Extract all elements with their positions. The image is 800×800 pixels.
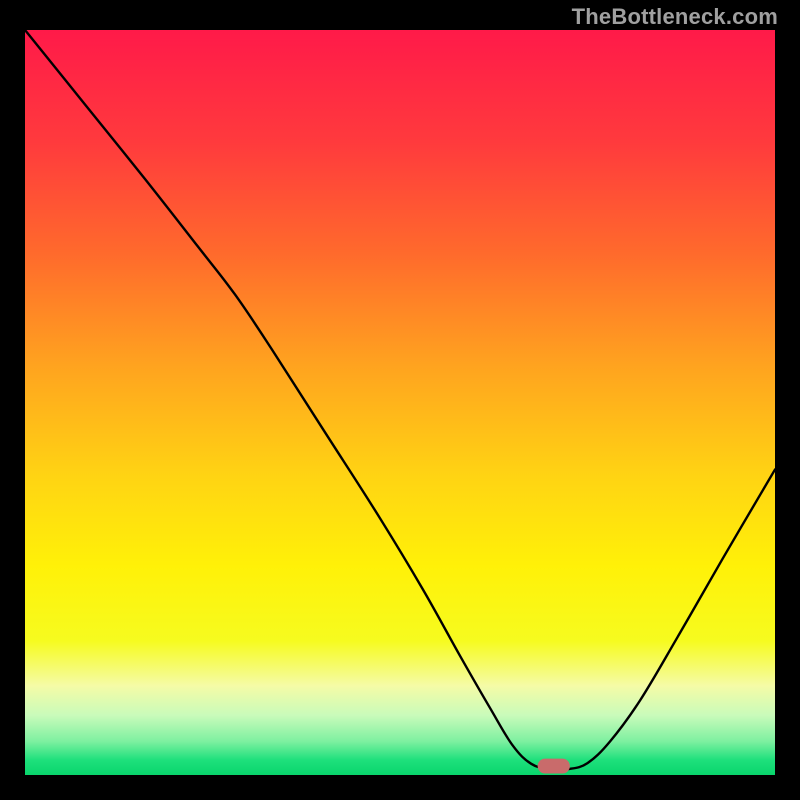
optimal-marker <box>538 759 570 774</box>
chart-frame: TheBottleneck.com <box>0 0 800 800</box>
bottleneck-curve <box>25 30 775 770</box>
curve-layer <box>25 30 775 775</box>
plot-area <box>25 30 775 775</box>
watermark-text: TheBottleneck.com <box>572 4 778 30</box>
